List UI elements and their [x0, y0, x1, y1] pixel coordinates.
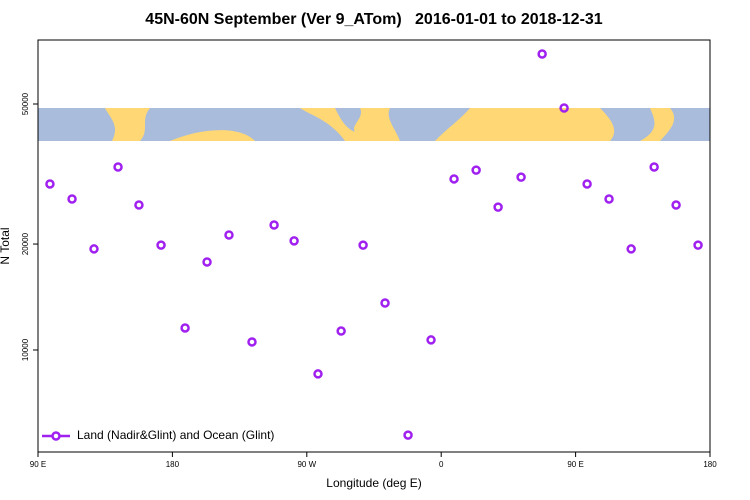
- point: [626, 244, 636, 254]
- x-tick-label: 90 W: [297, 460, 316, 469]
- x-tick-label: 90 E: [567, 460, 583, 469]
- point: [358, 240, 368, 250]
- map-band: [38, 108, 710, 141]
- point: [269, 220, 279, 230]
- point: [693, 240, 703, 250]
- point: [671, 200, 681, 210]
- point: [247, 337, 257, 347]
- map-ocean: [335, 108, 362, 132]
- point: [289, 236, 299, 246]
- point: [224, 230, 234, 240]
- x-axis-label: Longitude (deg E): [326, 476, 421, 490]
- point: [45, 179, 55, 189]
- point: [380, 298, 390, 308]
- point: [471, 165, 481, 175]
- x-tick-label: 180: [166, 460, 180, 469]
- y-axis-label: N Total: [0, 227, 12, 264]
- point: [156, 240, 166, 250]
- point: [180, 323, 190, 333]
- map-ocean: [600, 108, 655, 141]
- y-tick-label: 20000: [21, 232, 30, 255]
- map-ocean: [388, 108, 470, 141]
- point: [403, 430, 413, 440]
- x-tick-label: 0: [439, 460, 444, 469]
- point: [426, 335, 436, 345]
- point: [559, 103, 569, 113]
- map-ocean: [140, 108, 345, 141]
- point: [67, 194, 77, 204]
- point: [113, 162, 123, 172]
- chart-title: 45N-60N September (Ver 9_ATom) 2016-01-0…: [145, 11, 603, 28]
- point: [493, 202, 503, 212]
- point: [449, 174, 459, 184]
- plot-frame: [37, 39, 711, 453]
- point: [134, 200, 144, 210]
- point: [649, 162, 659, 172]
- legend-marker: [51, 431, 61, 441]
- x-tick-label: 90 E: [30, 460, 46, 469]
- point: [313, 369, 323, 379]
- point: [604, 194, 614, 204]
- point: [336, 326, 346, 336]
- y-tick-label: 50000: [21, 92, 30, 115]
- point: [202, 257, 212, 267]
- point: [537, 49, 547, 59]
- y-tick-label: 10000: [21, 338, 30, 361]
- map-ocean: [38, 108, 115, 141]
- legend-label: Land (Nadir&Glint) and Ocean (Glint): [77, 428, 274, 442]
- map-ocean: [660, 108, 710, 141]
- point: [582, 179, 592, 189]
- point: [516, 172, 526, 182]
- x-tick-label: 180: [703, 460, 717, 469]
- point: [89, 244, 99, 254]
